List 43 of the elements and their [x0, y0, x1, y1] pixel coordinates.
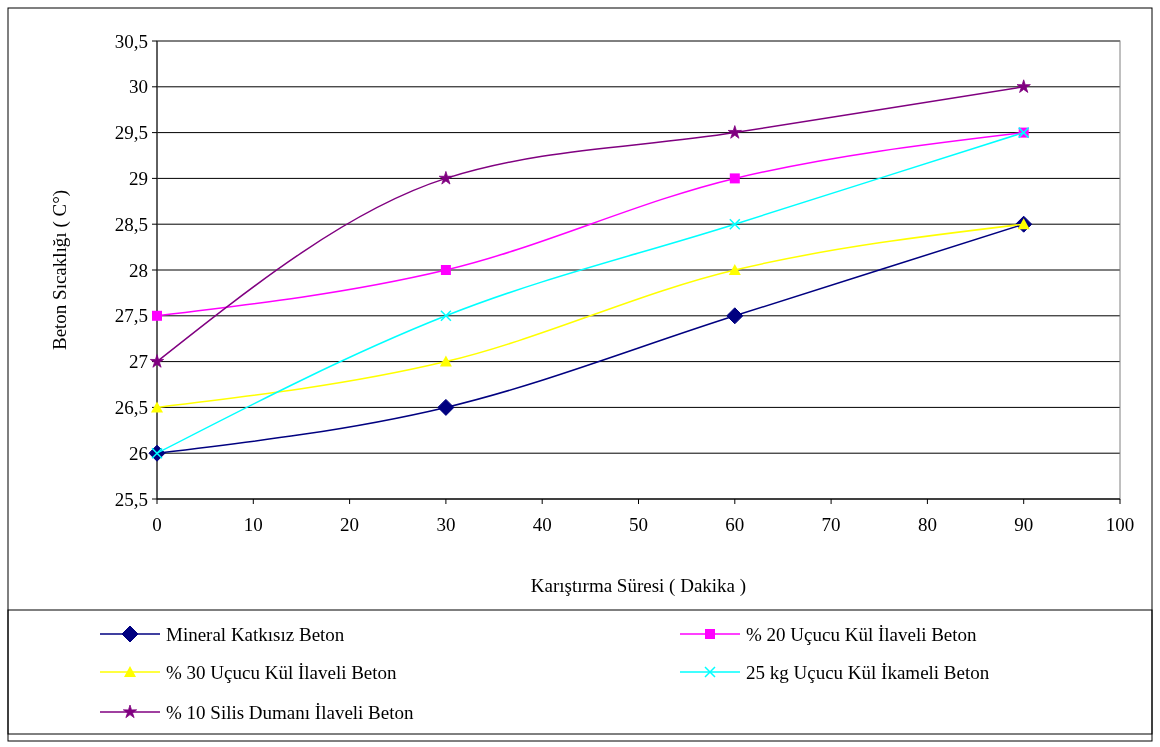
point	[151, 401, 163, 413]
y-tick-label: 28,5	[114, 213, 148, 235]
x-tick-label: 80	[917, 514, 937, 535]
y-tick-label: 26	[129, 442, 148, 464]
point	[728, 264, 741, 275]
y-tick-label: 30,5	[114, 30, 148, 52]
x-tick-label: 40	[532, 514, 552, 535]
point	[440, 310, 452, 322]
legend-label: Mineral Katkısız Beton	[166, 623, 345, 645]
x-tick-label: 90	[1014, 514, 1034, 535]
legend-label: % 10 Silis Dumanı İlaveli Beton	[166, 701, 414, 723]
point	[727, 125, 742, 139]
point	[437, 398, 455, 416]
legend-label: % 30 Uçucu Kül İlaveli Beton	[166, 661, 398, 683]
y-tick-label: 26,5	[114, 397, 148, 419]
y-tick-label: 29,5	[114, 122, 148, 144]
x-axis-title: Karıştırma Süresi ( Dakika )	[530, 575, 747, 597]
x-tick-label: 20	[340, 514, 360, 535]
legend-label: % 20 Uçucu Kül İlaveli Beton	[746, 623, 978, 645]
x-tick-label: 30	[436, 514, 456, 535]
x-tick-label: 0	[152, 514, 162, 535]
point	[729, 218, 741, 230]
point	[438, 171, 453, 185]
y-tick-label: 29	[129, 168, 148, 190]
y-tick-label: 28	[129, 259, 148, 281]
y-tick-label: 27,5	[114, 305, 148, 327]
point	[726, 307, 744, 325]
y-axis-title: Beton Sıcaklığı ( C°)	[49, 189, 71, 351]
y-tick-label: 30	[129, 76, 148, 98]
y-tick-label: 25,5	[114, 488, 148, 510]
point	[439, 355, 452, 367]
point	[1016, 79, 1031, 93]
point	[149, 354, 165, 368]
legend-label: 25 kg Uçucu Kül İkameli Beton	[746, 661, 990, 683]
x-tick-label: 70	[821, 514, 841, 535]
x-tick-label: 10	[243, 514, 263, 535]
point	[729, 173, 740, 184]
x-tick-label: 60	[725, 514, 745, 535]
point	[152, 310, 162, 321]
x-tick-label: 100	[1105, 514, 1135, 535]
point	[440, 265, 451, 275]
y-tick-label: 27	[129, 351, 148, 373]
x-tick-label: 50	[629, 514, 648, 535]
